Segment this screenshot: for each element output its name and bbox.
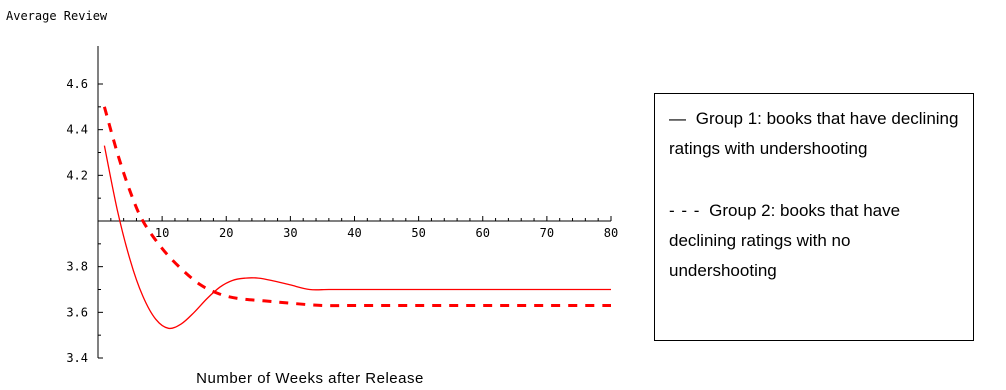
legend: — Group 1: books that have declining rat… xyxy=(654,93,974,341)
y-axis-label: Average Review xyxy=(6,9,108,23)
y-tick-label: 4.6 xyxy=(66,77,88,91)
x-tick-label: 60 xyxy=(476,226,490,240)
y-tick-label: 3.6 xyxy=(66,305,88,319)
solid-line-symbol: — xyxy=(669,109,687,128)
x-tick-label: 40 xyxy=(347,226,361,240)
x-axis-label: Number of Weeks after Release xyxy=(196,370,424,387)
x-tick-label: 80 xyxy=(604,226,618,240)
x-tick-label: 20 xyxy=(219,226,233,240)
y-tick-label: 4.2 xyxy=(66,168,88,182)
series-line-group-2 xyxy=(102,106,611,308)
x-tick-label: 10 xyxy=(155,226,169,240)
y-tick-label: 4.4 xyxy=(66,123,88,137)
x-tick-label: 30 xyxy=(283,226,297,240)
y-tick-label: 3.8 xyxy=(66,260,88,274)
y-tick-label: 3.4 xyxy=(66,351,88,365)
x-tick-label: 70 xyxy=(540,226,554,240)
legend-entry-group-2: - - - Group 2: books that have declining… xyxy=(669,196,959,286)
x-tick-label: 50 xyxy=(411,226,425,240)
legend-text-group-1: Group 1: books that have declining ratin… xyxy=(669,109,959,158)
legend-entry-group-1: — Group 1: books that have declining rat… xyxy=(669,104,959,164)
axes: 10 20 30 40 50 60 70 80 4.6 4.4 4.2 3.8 3.6 3.4 xyxy=(66,46,618,365)
series-line-group-1 xyxy=(103,145,611,330)
line-chart: Average Review 10 20 30 40 50 60 70 80 4.6 4.4 4.2… xyxy=(6,9,618,387)
legend-text-group-2: Group 2: books that have declining ratin… xyxy=(669,201,901,280)
dashed-line-symbol: - - - xyxy=(669,201,701,220)
series-group xyxy=(102,106,611,330)
